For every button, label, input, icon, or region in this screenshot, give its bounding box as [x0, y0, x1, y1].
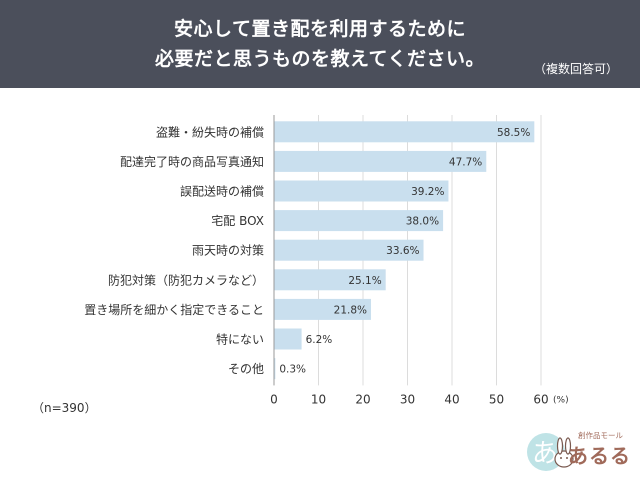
value-label: 21.8%: [334, 304, 367, 316]
chart-title-line1: 安心して置き配を利用するために: [174, 18, 466, 40]
chart-title: 安心して置き配を利用するために 必要だと思うものを教えてください。: [0, 14, 640, 74]
value-label: 25.1%: [348, 275, 381, 287]
logo-subtitle: 創作品モール: [578, 431, 623, 440]
value-label: 33.6%: [386, 245, 419, 257]
value-label: 47.7%: [449, 156, 482, 168]
value-label: 6.2%: [306, 334, 333, 346]
x-tick-label: 60: [533, 392, 548, 406]
bar: [274, 180, 449, 202]
bar: [274, 239, 424, 261]
logo-name: あるる: [568, 444, 631, 468]
chart-header: 安心して置き配を利用するために 必要だと思うものを教えてください。 （複数回答可…: [0, 0, 640, 88]
bar: [274, 150, 487, 172]
x-tick-label: 0: [270, 392, 278, 406]
value-label: 58.5%: [497, 127, 530, 139]
category-label: その他: [228, 362, 264, 376]
chart-title-line2: 必要だと思うものを教えてください。: [155, 48, 485, 70]
x-tick-label: 20: [355, 392, 370, 406]
value-label: 38.0%: [406, 216, 439, 228]
value-label: 0.3%: [279, 364, 306, 376]
x-axis-unit: (%): [553, 395, 569, 405]
category-label: 盗難・紛失時の補償: [156, 124, 264, 139]
bar: [274, 298, 372, 320]
category-label: 誤配送時の補償: [180, 184, 264, 199]
x-tick-label: 10: [311, 392, 326, 406]
value-label: 39.2%: [411, 186, 444, 198]
category-label: 特にない: [216, 332, 264, 347]
category-label: 置き場所を細かく指定できること: [84, 302, 264, 317]
bar: [274, 121, 535, 143]
x-tick-label: 40: [444, 392, 459, 406]
bar: [274, 269, 386, 291]
category-label: 雨天時の対策: [192, 244, 264, 258]
sample-size-label: （n=390）: [32, 401, 97, 415]
x-tick-label: 30: [400, 392, 415, 406]
category-label: 宅配 BOX: [211, 213, 264, 228]
x-tick-label: 50: [489, 392, 504, 406]
bar: [274, 210, 444, 232]
rabbit-logo-icon: あ: [527, 433, 574, 471]
category-label: 配達完了時の商品写真通知: [120, 154, 264, 169]
svg-text:あ: あ: [532, 439, 558, 469]
bar: [274, 328, 302, 350]
bar: [274, 358, 276, 380]
multiple-answers-note: （複数回答可）: [533, 62, 618, 76]
category-label: 防犯対策（防犯カメラなど）: [108, 272, 264, 287]
